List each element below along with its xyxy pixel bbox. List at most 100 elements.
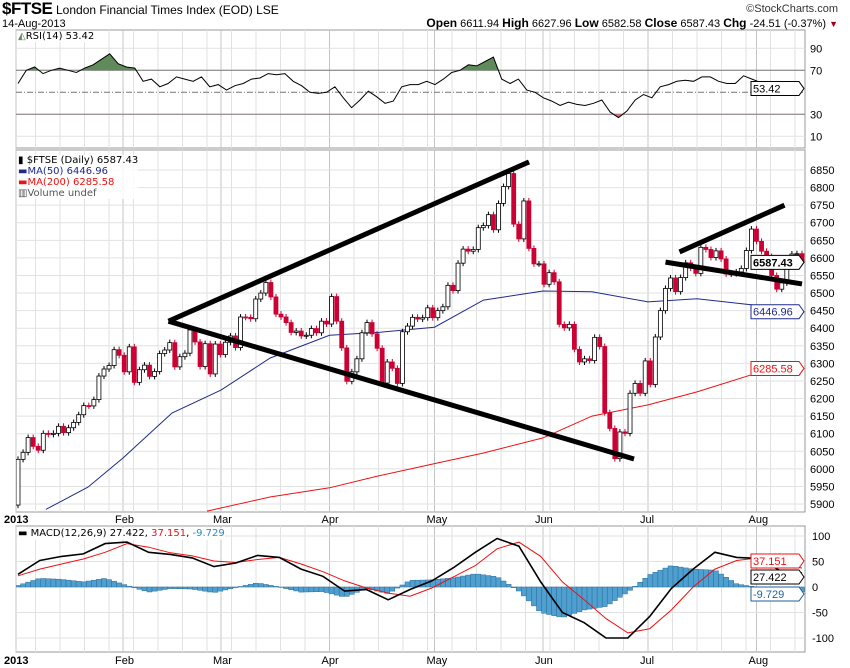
candle (25, 437, 31, 453)
security-name: London Financial Times Index (EOD) LSE (56, 3, 279, 17)
candle (147, 364, 152, 377)
candle (400, 331, 405, 384)
macd-histogram-bar (298, 586, 305, 593)
candle (278, 313, 284, 318)
month-label-aug: Aug (749, 514, 769, 526)
macd-value-tag-text: 27.422 (753, 572, 787, 584)
ma200-line (206, 368, 803, 512)
candle (136, 369, 142, 383)
copyright[interactable]: ©StockCharts.com (746, 3, 838, 15)
macd-histogram-bar (677, 566, 684, 588)
candle (708, 249, 714, 258)
macd-histogram-bar (166, 586, 173, 589)
price-tick-label: 6850 (810, 165, 834, 177)
macd-histogram-bar (177, 586, 183, 590)
macd-histogram-bar (612, 586, 618, 601)
candle (364, 322, 370, 334)
macd-histogram-bar (627, 586, 633, 591)
candle (187, 329, 193, 354)
macd-histogram-bar (35, 578, 41, 588)
low-value: 6582.58 (601, 18, 642, 30)
candle (344, 347, 350, 382)
macd-histogram-bar (212, 586, 219, 593)
macd-histogram-bar (16, 585, 21, 588)
macd-histogram-bar (409, 580, 416, 588)
legend-macd-value: 27.422 (109, 528, 145, 539)
candle (288, 322, 294, 333)
candle (182, 352, 188, 358)
macd-histogram-bar (566, 586, 573, 616)
trendline (678, 202, 786, 255)
candle (131, 346, 137, 383)
candle (66, 427, 71, 434)
macd-histogram-bar (121, 584, 127, 588)
price-tick-label: 6650 (810, 235, 834, 247)
legend-price: $FTSE (Daily) 6587.43 (26, 155, 139, 166)
rsi-value-tag-box (750, 81, 805, 97)
candle (71, 422, 77, 429)
chart-date: 14-Aug-2013 (2, 18, 66, 30)
candle (440, 306, 446, 312)
candle (324, 320, 329, 325)
macd-histogram-bar (576, 586, 583, 612)
legend-macd-name: MACD(12,26,9) (30, 528, 107, 539)
macd-histogram-bar (389, 586, 396, 592)
macd-histogram-bar (718, 573, 724, 588)
candle (217, 343, 223, 355)
macd-histogram-bar (733, 583, 739, 588)
price-tick-label: 6600 (810, 253, 834, 265)
rsi-tick-label: 30 (810, 109, 822, 121)
macd-histogram-bar (637, 582, 643, 588)
macd-histogram-bar (455, 576, 461, 588)
low-label: Low (574, 16, 599, 30)
month-label-mar: Mar (213, 514, 232, 526)
candle (718, 250, 724, 260)
macd-histogram-bar (273, 586, 279, 588)
legend-signal-value: 37.151 (151, 528, 187, 539)
macd-histogram-bar (50, 578, 57, 588)
candle (698, 246, 704, 274)
trendline (665, 259, 803, 287)
month-label-mar: Mar (213, 655, 232, 667)
candle (157, 353, 163, 372)
candle (425, 307, 431, 319)
rsi-value-tag: 53.42 (750, 81, 805, 97)
candle (126, 346, 132, 373)
macd-signal-line (17, 541, 803, 634)
macd-histogram-bar (490, 576, 497, 588)
macd-histogram-bar (601, 586, 608, 607)
candle (632, 383, 638, 394)
candle (56, 425, 61, 434)
candle (101, 368, 107, 377)
macd-histogram-bar (197, 586, 203, 591)
candle (541, 263, 547, 285)
triangle-down-icon: ▼ (829, 19, 838, 29)
rsi-legend-text: RSI(14) 53.42 (25, 31, 95, 42)
candle (754, 228, 759, 242)
macd-histogram-bar (531, 586, 537, 607)
macd-histogram-bar (126, 585, 133, 588)
price-tick-label: 6300 (810, 358, 834, 370)
macd-histogram-bar (313, 586, 320, 592)
macd-histogram-bar (556, 586, 562, 618)
candle (329, 296, 335, 325)
candle (587, 358, 592, 361)
candle (359, 332, 365, 360)
macd-histogram-bar (657, 569, 664, 588)
candle (152, 371, 157, 377)
price-tick-label: 6550 (810, 270, 834, 282)
macd-histogram-bar (662, 567, 669, 588)
candle (612, 428, 618, 460)
candle (759, 240, 764, 252)
macd-histogram-bar (20, 583, 26, 588)
macd-histogram-bar (288, 586, 294, 591)
macd-histogram-bar (242, 585, 249, 588)
macd-histogram-bar (495, 577, 502, 588)
macd-histogram-bar (308, 586, 315, 593)
macd-histogram-bar (25, 581, 31, 588)
price-tick-label: 6800 (810, 183, 834, 195)
price-value-tag-box (750, 254, 805, 270)
candle (197, 341, 203, 367)
macd-histogram-bar (81, 581, 87, 588)
candle (475, 227, 481, 250)
